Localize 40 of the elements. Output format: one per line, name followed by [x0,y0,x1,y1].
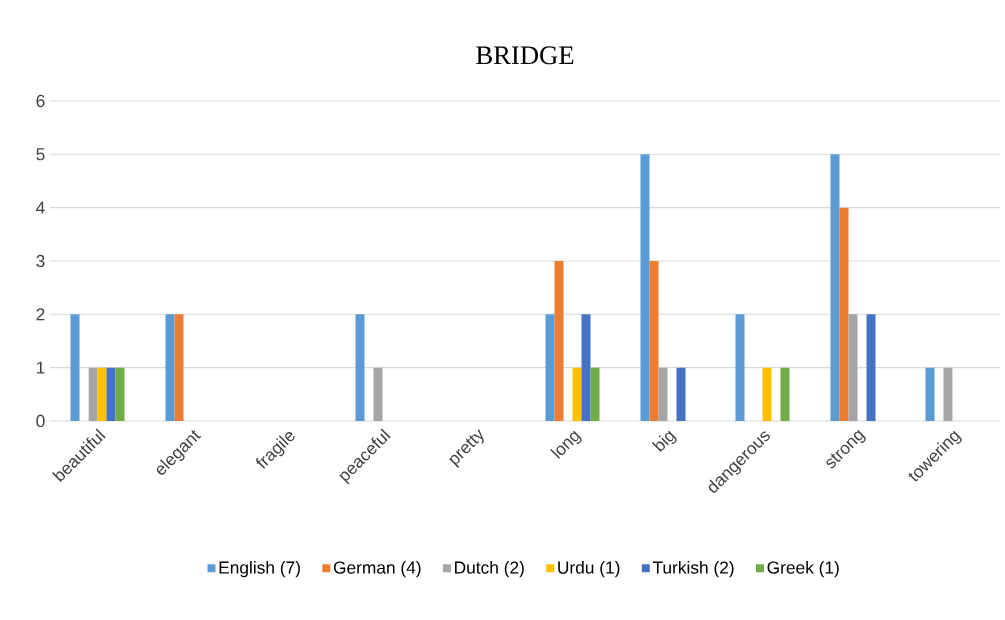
chart-title: BRIDGE [476,46,574,65]
legend-label: Greek (1) [767,560,839,578]
y-tick-label: 2 [36,308,45,321]
bar [676,367,686,421]
bar [165,314,175,421]
bar [70,314,80,421]
bar [373,367,383,421]
bar [97,367,107,421]
bar [581,314,591,421]
legend-label: English (7) [219,560,300,578]
legend-label: German (4) [333,560,421,578]
bar [106,367,116,421]
x-tick-label: long [550,430,582,459]
bar [640,154,650,421]
bar [115,367,125,421]
bar [658,367,668,421]
y-tick-label: 0 [36,414,45,428]
bar [174,314,184,421]
bar [925,367,935,421]
y-tick-label: 5 [36,148,45,161]
bar [943,367,953,421]
y-tick-label: 4 [36,201,45,214]
bar [866,314,876,421]
bar [545,314,555,421]
y-tick-label: 6 [36,94,45,108]
bar [735,314,745,421]
bar [649,260,659,421]
y-tick-label: 3 [36,254,45,268]
legend-label: Turkish (2) [652,560,734,578]
bar [88,367,98,421]
y-tick-label: 1 [36,361,45,374]
bar [355,314,365,421]
x-tick-label: big [651,430,677,453]
bar [590,367,600,421]
bar [848,314,858,421]
legend-label: Dutch (2) [455,560,524,578]
legend-label: Urdu (1) [558,560,620,578]
bar [572,367,582,421]
bar [839,207,849,421]
bar [554,260,564,421]
